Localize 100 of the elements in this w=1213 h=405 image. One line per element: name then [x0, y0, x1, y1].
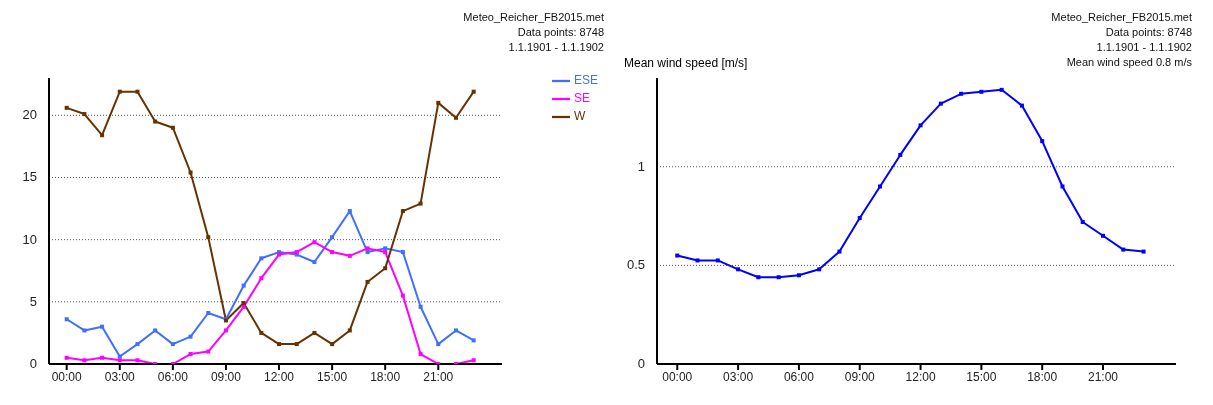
point	[383, 266, 388, 271]
point	[365, 279, 370, 284]
x-tick-label: 15:00	[966, 369, 997, 384]
x-tick-label: 12:00	[264, 369, 295, 384]
point	[64, 105, 69, 110]
x-tick-label: 15:00	[317, 369, 348, 384]
point	[170, 125, 175, 130]
point	[135, 358, 140, 363]
point	[259, 256, 264, 261]
x-tick-label: 03:00	[723, 369, 754, 384]
y-tick-label: 10	[22, 231, 37, 247]
point	[1101, 233, 1106, 238]
point	[453, 115, 458, 120]
text: Meteo_Reicher_FB2015.met	[463, 10, 604, 25]
point	[330, 235, 335, 240]
y-axis-title: Mean wind speed [m/s]	[624, 56, 748, 70]
point	[188, 352, 193, 357]
point	[400, 250, 405, 255]
x-tick-label: 06:00	[783, 369, 815, 384]
point	[117, 89, 122, 94]
point	[330, 250, 335, 255]
point	[418, 201, 423, 206]
point	[241, 283, 246, 288]
point	[347, 328, 352, 333]
point	[82, 328, 87, 333]
text: 1.1.1901 - 1.1.1902	[507, 40, 604, 55]
point	[1019, 103, 1024, 108]
point	[312, 240, 317, 245]
x-tick-label: 18:00	[370, 369, 401, 384]
x-tick-label: 00:00	[662, 369, 693, 384]
text: Meteo_Reicher_FB2015.met	[1051, 10, 1192, 25]
point	[82, 112, 87, 117]
point	[918, 123, 923, 128]
point	[153, 119, 158, 124]
y-tick-label: 20	[22, 107, 37, 123]
y-tick-label: 15	[22, 169, 37, 185]
point	[365, 246, 370, 251]
point	[736, 267, 741, 272]
point	[223, 328, 228, 333]
point	[312, 260, 317, 265]
point	[1040, 139, 1045, 144]
point	[471, 89, 476, 94]
point	[1141, 249, 1146, 254]
point	[100, 324, 105, 329]
point	[117, 358, 122, 363]
point	[796, 273, 801, 278]
x-tick-label: 09:00	[210, 369, 242, 384]
point	[365, 250, 370, 255]
legend-label: W	[573, 109, 586, 124]
y-tick-label: 5	[29, 293, 37, 309]
point	[330, 342, 335, 347]
point	[695, 258, 700, 263]
x-tick-label: 03:00	[104, 369, 136, 384]
y-tick-label: 0.5	[626, 257, 645, 273]
x-tick-label: 12:00	[905, 369, 936, 384]
x-tick-label: 18:00	[1027, 369, 1058, 384]
point	[400, 293, 405, 298]
point	[383, 246, 388, 251]
point	[277, 342, 282, 347]
point	[1080, 219, 1085, 224]
text: Mean wind speed 0.8 m/s	[1065, 55, 1192, 70]
point	[347, 209, 352, 214]
point	[82, 358, 87, 363]
y-tick-label: 0	[29, 356, 37, 371]
point	[1121, 247, 1126, 252]
point	[453, 328, 458, 333]
x-tick-label: 06:00	[157, 369, 189, 384]
x-tick-label: 21:00	[1088, 369, 1119, 384]
point	[206, 311, 211, 316]
point	[100, 355, 105, 360]
point	[878, 184, 883, 189]
point	[312, 330, 317, 335]
point	[938, 101, 943, 106]
point	[64, 317, 69, 322]
legend-label: ESE	[573, 73, 598, 88]
point	[471, 338, 476, 343]
point	[100, 133, 105, 138]
text: Data points: 8748	[1104, 25, 1192, 40]
point	[188, 170, 193, 175]
point	[294, 342, 299, 347]
point	[857, 216, 862, 221]
point	[418, 352, 423, 357]
point	[259, 330, 264, 335]
point	[64, 355, 69, 360]
point	[675, 253, 680, 258]
point	[170, 342, 175, 347]
point	[999, 87, 1004, 92]
point	[383, 250, 388, 255]
point	[436, 100, 441, 105]
point	[715, 258, 720, 263]
x-tick-label: 09:00	[844, 369, 876, 384]
point	[979, 89, 984, 94]
point	[206, 349, 211, 354]
point	[837, 249, 842, 254]
point	[400, 209, 405, 214]
text: Data points: 8748	[516, 25, 604, 40]
x-tick-label: 21:00	[423, 369, 454, 384]
point	[347, 253, 352, 258]
point	[188, 334, 193, 339]
point	[259, 276, 264, 281]
